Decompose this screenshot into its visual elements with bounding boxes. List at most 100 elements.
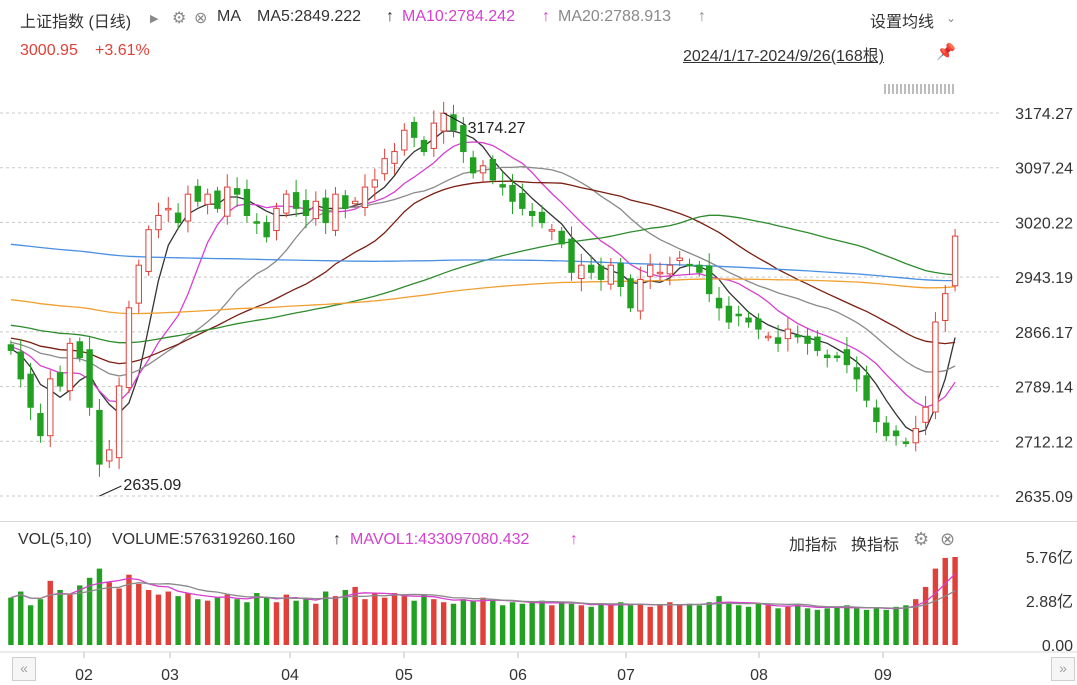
ma10-line xyxy=(10,141,956,409)
candle-body xyxy=(499,184,506,188)
price-tick-label: 3174.27 xyxy=(1015,106,1073,123)
candle-body xyxy=(332,193,339,231)
vol-label[interactable]: VOL(5,10) xyxy=(18,531,92,548)
volume-bar xyxy=(391,593,398,645)
price-tick-label: 2866.17 xyxy=(1015,325,1073,342)
volume-bar xyxy=(372,593,378,645)
volume-bar xyxy=(568,603,575,645)
candle-body xyxy=(243,188,251,216)
candle-body xyxy=(509,185,516,202)
volume-bar xyxy=(303,599,309,645)
volume-bar xyxy=(617,602,624,645)
gear-icon[interactable]: ⚙ xyxy=(172,10,187,27)
volume-bar xyxy=(185,593,191,645)
chevron-down-icon[interactable]: ⌄ xyxy=(946,11,957,25)
volume-bar xyxy=(834,606,840,645)
volume-bar xyxy=(637,603,644,645)
volume-bar xyxy=(480,597,486,645)
close-circle-icon[interactable]: ⊗ xyxy=(194,10,208,27)
scroll-left-button[interactable]: « xyxy=(12,657,36,681)
candle-body xyxy=(204,193,211,205)
index-title[interactable]: 上证指数 (日线) xyxy=(20,14,132,31)
candle-body xyxy=(725,305,733,323)
last-price: 3000.95 xyxy=(20,42,78,59)
price-tick-label: 3020.22 xyxy=(1015,215,1073,232)
volume-bar xyxy=(893,606,899,645)
candle-body xyxy=(194,185,201,202)
ma30-line xyxy=(10,180,956,365)
candle-body xyxy=(745,317,752,323)
price-tick-label: 2943.19 xyxy=(1015,270,1073,287)
add-indicator-button[interactable]: 加指标 xyxy=(789,537,838,554)
volume-bar xyxy=(431,599,437,645)
switch-indicator-button[interactable]: 换指标 xyxy=(851,537,900,554)
volume-bar xyxy=(283,594,290,645)
volume-bar xyxy=(126,574,132,645)
candle-body xyxy=(804,335,811,344)
candle-body xyxy=(96,409,103,465)
volume-bar xyxy=(37,599,44,645)
ma120-line xyxy=(10,278,956,315)
volume-bar xyxy=(942,557,948,645)
pin-icon[interactable]: 📌 xyxy=(936,44,956,61)
candle-body xyxy=(902,441,910,444)
candle-body xyxy=(765,335,772,339)
volume-bar xyxy=(736,605,742,645)
candle-body xyxy=(568,238,575,273)
volume-bar xyxy=(588,606,594,645)
candle-body xyxy=(951,235,959,287)
volume-bar xyxy=(313,603,319,645)
volume-bar xyxy=(765,605,771,645)
volume-bar xyxy=(254,593,260,645)
volume-bar xyxy=(696,605,703,645)
volume-bar xyxy=(18,591,24,645)
up-arrow-icon: ↑ xyxy=(333,531,341,548)
candle-body xyxy=(715,297,723,309)
mavol10-line xyxy=(10,582,956,609)
volume-value: VOLUME:576319260.160 xyxy=(112,531,296,548)
volume-axis: 5.76亿 2.88亿 0.00 xyxy=(1026,549,1073,655)
volume-bar xyxy=(686,603,693,645)
volume-bar xyxy=(244,602,250,645)
candle-body xyxy=(833,355,841,359)
volume-bar xyxy=(844,605,850,645)
volume-bar xyxy=(411,600,417,645)
date-range[interactable]: 2024/1/17-2024/9/26(168根) xyxy=(683,48,885,65)
volume-bar xyxy=(214,597,221,645)
volume-bar xyxy=(165,591,171,645)
volume-bar xyxy=(421,594,427,645)
volume-bar xyxy=(263,597,270,645)
volume-bar xyxy=(903,605,909,645)
volume-bar xyxy=(490,599,496,645)
settings-ma-button[interactable]: 设置均线 xyxy=(870,14,935,31)
gear-icon[interactable]: ⚙ xyxy=(913,529,930,549)
candle-body xyxy=(843,349,851,366)
volume-tick-label: 0.00 xyxy=(1042,638,1073,655)
candle-body xyxy=(253,221,260,224)
dropdown-arrow-icon[interactable]: ▶ xyxy=(150,13,159,25)
candle-body xyxy=(597,265,605,280)
annotations: 3174.27 2635.09 xyxy=(99,112,526,497)
close-circle-icon[interactable]: ⊗ xyxy=(940,529,956,549)
candle-body xyxy=(587,264,595,273)
candle-body xyxy=(165,207,172,211)
candle-body xyxy=(942,293,949,321)
volume-bar xyxy=(67,594,73,645)
candle-body xyxy=(794,334,801,338)
volume-bar xyxy=(558,602,565,645)
volume-bar xyxy=(116,588,122,645)
candle-body xyxy=(755,318,762,330)
scroll-right-button[interactable]: » xyxy=(1051,657,1075,681)
volume-tick-label: 2.88亿 xyxy=(1026,593,1073,611)
candle-body xyxy=(430,122,438,149)
candle-body xyxy=(263,222,270,238)
volume-bar xyxy=(785,606,791,645)
candle-body xyxy=(460,125,467,153)
volume-bar xyxy=(706,602,712,645)
candle-body xyxy=(361,186,369,209)
candle-body xyxy=(381,158,388,175)
candle-body xyxy=(214,190,221,209)
candle-body xyxy=(696,264,703,273)
candle-body xyxy=(646,264,654,277)
